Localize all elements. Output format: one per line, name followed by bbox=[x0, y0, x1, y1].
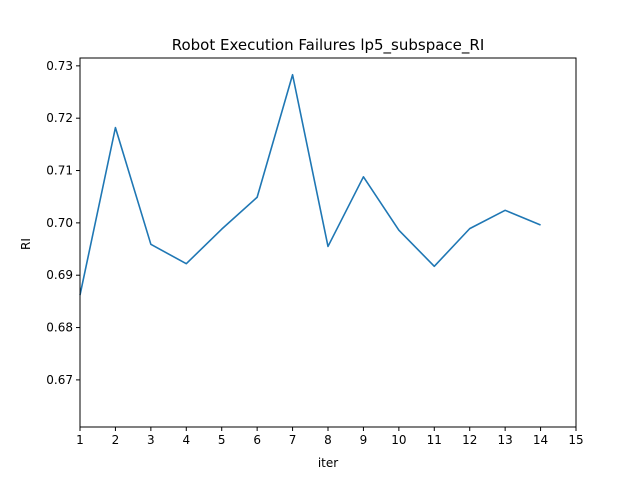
y-tick-label-0: 0.67 bbox=[46, 373, 73, 387]
y-axis-label: RI bbox=[19, 238, 33, 250]
x-axis-label: iter bbox=[318, 456, 338, 470]
x-tick-label-4: 5 bbox=[218, 433, 226, 447]
y-tick-label-5: 0.72 bbox=[46, 111, 73, 125]
plot-area: 1 2 3 4 5 6 7 8 9 10 11 12 13 14 150.670.680.690.700.7… bbox=[46, 57, 584, 447]
x-tick-label-0: 1 bbox=[76, 433, 84, 447]
x-tick-label-2: 3 bbox=[147, 433, 155, 447]
x-tick-label-8: 9 bbox=[360, 433, 368, 447]
x-tick-label-14: 15 bbox=[568, 433, 583, 447]
x-tick-label-13: 14 bbox=[533, 433, 548, 447]
y-tick-label-2: 0.69 bbox=[46, 268, 73, 282]
x-tick-label-12: 13 bbox=[498, 433, 513, 447]
series-line-0 bbox=[79, 73, 541, 296]
x-tick-label-7: 8 bbox=[324, 433, 332, 447]
x-tick-label-5: 6 bbox=[253, 433, 261, 447]
y-tick-label-6: 0.73 bbox=[46, 59, 73, 73]
y-tick-label-1: 0.68 bbox=[46, 321, 73, 335]
x-tick-label-11: 12 bbox=[462, 433, 477, 447]
x-tick-label-6: 7 bbox=[289, 433, 297, 447]
x-tick-label-9: 10 bbox=[391, 433, 406, 447]
y-tick-label-4: 0.71 bbox=[46, 164, 73, 178]
chart-title: Robot Execution Failures lp5_subspace_RI bbox=[172, 36, 485, 55]
x-tick-label-3: 4 bbox=[182, 433, 190, 447]
y-tick-label-3: 0.70 bbox=[46, 216, 73, 230]
x-tick-label-10: 11 bbox=[427, 433, 442, 447]
x-tick-label-1: 2 bbox=[112, 433, 120, 447]
